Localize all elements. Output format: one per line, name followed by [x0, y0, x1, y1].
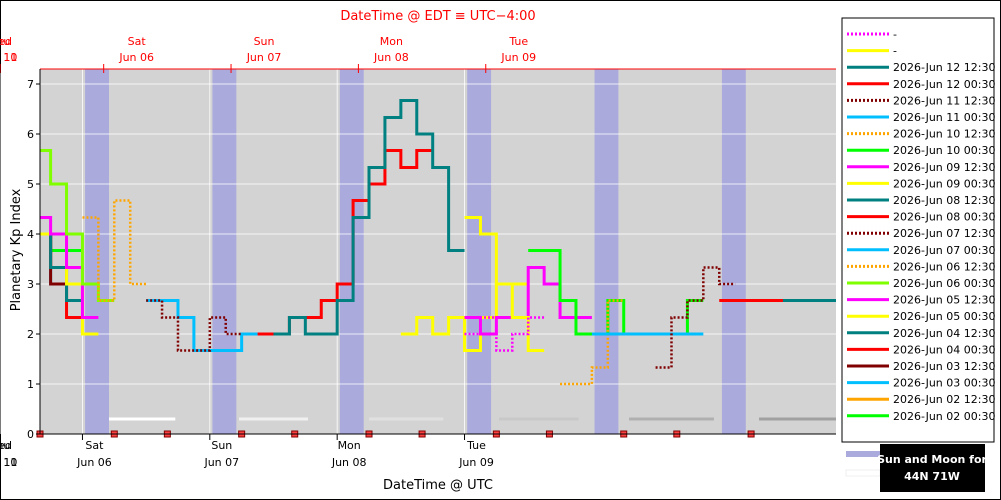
- series-line-16: [40, 216, 99, 319]
- top-tick-date-0: Jun 06: [118, 51, 154, 64]
- legend-label-14: 2026-Jun 06 12:30: [893, 260, 995, 273]
- legend-label-18: 2026-Jun 04 12:30: [893, 327, 995, 340]
- series-line-4: [655, 266, 736, 369]
- y-tick-label-0: 0: [27, 428, 34, 441]
- bottom-tick-day-2: Mon: [338, 439, 361, 452]
- top-tick-day-2: Mon: [380, 35, 403, 48]
- legend-label-23: 2026-Jun 02 00:30: [893, 410, 995, 423]
- top-tick-date-3: Jun 09: [500, 51, 536, 64]
- series-line-6: [560, 299, 624, 386]
- bottom-tick-day-4: Wed: [0, 439, 12, 452]
- legend-label-20: 2026-Jun 03 12:30: [893, 360, 995, 373]
- legend-label-13: 2026-Jun 07 00:30: [893, 244, 995, 257]
- y-tick-label-4: 4: [27, 228, 34, 241]
- night-band-3: [467, 69, 492, 434]
- bottom-tick-date-4: Jun 10: [0, 456, 17, 469]
- series-line-12: [146, 299, 242, 352]
- y-axis-label: Planetary Kp Index: [9, 188, 24, 311]
- legend-label-11: 2026-Jun 08 00:30: [893, 211, 995, 224]
- x-axis-label: DateTime @ UTC: [383, 478, 493, 493]
- legend-box: [841, 17, 995, 443]
- y-tick-label-5: 5: [27, 178, 34, 191]
- legend-label-22: 2026-Jun 02 12:30: [893, 393, 995, 406]
- legend-label-5: 2026-Jun 11 00:30: [893, 111, 995, 124]
- bottom-ticks: Sat Jun 06 Sun Jun 07 Mon Jun 08 Tue Jun 09 Wed J…: [0, 434, 494, 469]
- top-ticks: Sat Jun 06 Sun Jun 07 Mon Jun 08 Tue Jun 09 Wed J…: [0, 35, 536, 73]
- y-tick-label-7: 7: [27, 78, 34, 91]
- series-line-15: [40, 149, 115, 302]
- night-band-0: [85, 69, 109, 434]
- series-line-10: [273, 99, 465, 336]
- info-line-2: 44N 71W: [904, 470, 960, 483]
- series-line-9: [400, 282, 529, 352]
- legend-label-16: 2026-Jun 05 12:30: [893, 294, 995, 307]
- night-band-4: [594, 69, 619, 434]
- top-tick-day-1: Sun: [254, 35, 275, 48]
- night-band-5: [721, 69, 746, 434]
- legend-label-10: 2026-Jun 08 12:30: [893, 194, 995, 207]
- bottom-tick-day-0: Sat: [85, 439, 104, 452]
- legend-label-6: 2026-Jun 10 12:30: [893, 128, 995, 141]
- legend-label-15: 2026-Jun 06 00:30: [893, 277, 995, 290]
- legend-label-4: 2026-Jun 11 12:30: [893, 94, 995, 107]
- series-line-14: [82, 199, 147, 302]
- legend-sun-swatch: [846, 451, 880, 457]
- info-box: [880, 444, 985, 492]
- legend-label-8: 2026-Jun 09 12:30: [893, 161, 995, 174]
- legend-label-3: 2026-Jun 12 00:30: [893, 78, 995, 91]
- top-tick-date-4: Jun 10: [0, 51, 17, 64]
- top-tick-day-0: Sat: [128, 35, 147, 48]
- top-tick-date-5: Jun 11: [0, 51, 17, 64]
- series-lines: [40, 99, 836, 386]
- night-bands: [85, 69, 746, 434]
- legend-label-1: -: [893, 45, 897, 58]
- legend-label-0: -: [893, 28, 897, 41]
- bottom-tick-date-3: Jun 09: [458, 456, 494, 469]
- plot-area: [40, 69, 836, 434]
- top-tick-day-4: Wed: [0, 35, 12, 48]
- legend-label-9: 2026-Jun 09 00:30: [893, 177, 995, 190]
- legend: - - 2026-Jun 12 12:30 2026-Jun 12 00:30 2026…: [847, 28, 995, 423]
- legend-label-12: 2026-Jun 07 12:30: [893, 227, 995, 240]
- bottom-tick-date-5: Jun 11: [0, 456, 17, 469]
- y-tick-label-1: 1: [27, 378, 34, 391]
- top-tick-date-2: Jun 08: [373, 51, 409, 64]
- bottom-tick-date-0: Jun 06: [76, 456, 112, 469]
- y-ticks: 0 1 2 3 4 5 6 7: [27, 78, 40, 441]
- top-tick-date-1: Jun 07: [246, 51, 282, 64]
- top-title: DateTime @ EDT ≡ UTC−4:00: [340, 9, 535, 24]
- y-tick-label-2: 2: [27, 328, 34, 341]
- bottom-tick-date-2: Jun 08: [331, 456, 367, 469]
- legend-label-19: 2026-Jun 04 00:30: [893, 343, 995, 356]
- y-tick-label-3: 3: [27, 278, 34, 291]
- night-band-1: [212, 69, 237, 434]
- series-line-8: [464, 266, 592, 336]
- top-tick-day-3: Tue: [508, 35, 528, 48]
- bottom-tick-day-1: Sun: [211, 439, 232, 452]
- bottom-tick-day-3: Tue: [466, 439, 486, 452]
- legend-label-17: 2026-Jun 05 00:30: [893, 310, 995, 323]
- legend-label-21: 2026-Jun 03 00:30: [893, 377, 995, 390]
- bottom-tick-day-5: Thu: [0, 439, 10, 452]
- info-line-1: Sun and Moon for: [877, 453, 987, 466]
- top-tick-day-5: Thu: [0, 35, 10, 48]
- legend-label-7: 2026-Jun 10 00:30: [893, 144, 995, 157]
- legend-label-2: 2026-Jun 12 12:30: [893, 61, 995, 74]
- bottom-tick-date-1: Jun 07: [203, 456, 239, 469]
- y-tick-label-6: 6: [27, 128, 34, 141]
- legend-moon-swatch: [845, 469, 881, 477]
- series-line-0: [464, 316, 545, 352]
